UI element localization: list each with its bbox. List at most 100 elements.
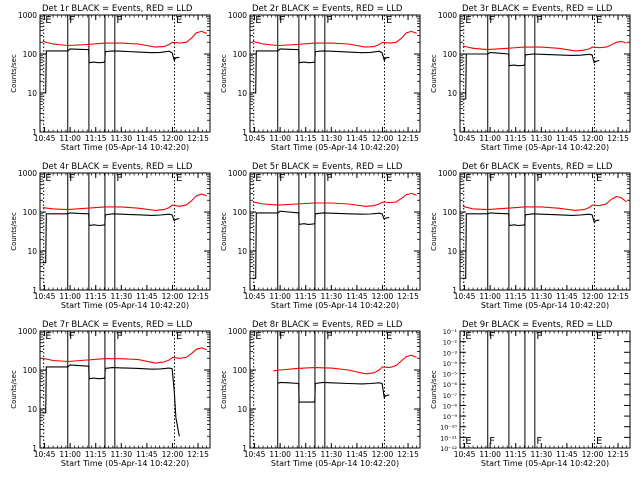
lld-rate-line <box>42 347 207 364</box>
y-tick-label: 10⁻³ <box>443 349 458 357</box>
panel-det-2r: Det 2r BLACK = Events, RED = LLD 1 10 100 10… <box>220 4 421 152</box>
event-rate-line <box>42 48 180 94</box>
y-axis-label: Counts/sec <box>220 370 228 409</box>
x-axis-label: Start Time (05-Apr-14 10:42:20) <box>271 143 399 152</box>
panel-title: Det 5r BLACK = Events, RED = LLD <box>252 162 403 172</box>
event-rate-line <box>42 212 180 264</box>
event-rate-line <box>252 48 390 94</box>
y-tick-label: 10 <box>447 247 457 256</box>
plot-frame <box>39 172 211 291</box>
x-tick-label: 11:30 <box>320 292 342 301</box>
x-tick-label: 11:30 <box>530 450 552 459</box>
x-tick-label: 12:15 <box>607 134 629 143</box>
x-tick-label: 11:30 <box>110 134 132 143</box>
time-marker-label: E <box>255 15 261 26</box>
x-axis-label: Start Time (05-Apr-14 10:42:20) <box>481 301 609 310</box>
time-marker-label: F <box>69 15 75 26</box>
y-tick-label: 10 <box>447 89 457 98</box>
x-tick-label: 11:45 <box>346 292 368 301</box>
panel-title: Det 4r BLACK = Events, RED = LLD <box>42 162 193 172</box>
time-marker-label: F <box>326 331 332 342</box>
panel-det-6r: Det 6r BLACK = Events, RED = LLD 1 10 100 10… <box>430 162 631 310</box>
time-marker-label: E <box>176 15 182 26</box>
time-marker-label: E <box>45 173 51 184</box>
y-tick-label: 10 <box>237 405 247 414</box>
time-marker-label: F <box>116 331 122 342</box>
time-marker-label: F <box>536 173 542 184</box>
x-tick-label: 12:15 <box>397 450 419 459</box>
time-marker-label: E <box>386 331 392 342</box>
x-tick-label: 11:15 <box>85 292 107 301</box>
time-marker-label: F <box>69 173 75 184</box>
plot-frame <box>459 172 631 291</box>
y-axis-label: Counts/sec <box>10 370 18 409</box>
x-tick-label: 12:15 <box>187 134 209 143</box>
time-marker-label: F <box>326 173 332 184</box>
x-tick-label: 11:30 <box>530 292 552 301</box>
x-tick-label: 12:00 <box>582 450 604 459</box>
x-tick-label: 12:15 <box>607 450 629 459</box>
x-tick-label: 10:45 <box>454 292 476 301</box>
x-tick-label: 11:45 <box>136 292 158 301</box>
plot-frame <box>249 330 421 449</box>
x-tick-label: 11:45 <box>346 450 368 459</box>
event-rate-line <box>462 51 600 100</box>
panel-title: Det 3r BLACK = Events, RED = LLD <box>462 4 613 14</box>
event-rate-line <box>277 381 390 403</box>
y-tick-label: 1 <box>242 128 247 137</box>
lld-rate-line <box>462 195 627 211</box>
x-tick-label: 10:45 <box>244 134 266 143</box>
time-marker-label: F <box>326 15 332 26</box>
x-tick-label: 10:45 <box>454 450 476 459</box>
y-tick-label: 1000 <box>438 169 457 178</box>
x-tick-label: 10:45 <box>34 134 56 143</box>
x-tick-label: 11:15 <box>505 134 527 143</box>
x-axis-label: Start Time (05-Apr-14 10:42:20) <box>61 143 189 152</box>
x-axis-label: Start Time (05-Apr-14 10:42:20) <box>481 459 609 468</box>
y-tick-label: 1000 <box>18 327 37 336</box>
y-tick-label: 10⁻⁹ <box>443 413 458 421</box>
y-tick-label: 1 <box>32 286 37 295</box>
x-axis-label: Start Time (05-Apr-14 10:42:20) <box>271 459 399 468</box>
panel-title: Det 9r BLACK = Events, RED = LLD <box>462 320 613 330</box>
plot-frame <box>39 14 211 133</box>
y-tick-label: 10 <box>27 405 37 414</box>
y-tick-label: 100 <box>443 208 458 217</box>
y-tick-label: 10⁻⁷ <box>443 392 458 400</box>
x-tick-label: 11:45 <box>136 450 158 459</box>
y-tick-label: 1000 <box>228 169 247 178</box>
time-marker-label: E <box>45 15 51 26</box>
x-tick-label: 12:00 <box>372 292 394 301</box>
x-tick-label: 12:00 <box>162 450 184 459</box>
y-axis-label: Counts/sec <box>430 54 438 93</box>
y-tick-label: 1 <box>32 444 37 453</box>
x-tick-label: 10:45 <box>454 134 476 143</box>
panel-title: Det 7r BLACK = Events, RED = LLD <box>42 320 193 330</box>
event-rate-line <box>462 212 600 279</box>
y-tick-label: 1 <box>32 128 37 137</box>
time-marker-label: F <box>279 173 285 184</box>
y-tick-label: 1 <box>242 444 247 453</box>
time-marker-label: F <box>489 331 495 342</box>
y-axis-label: Counts/sec <box>430 370 438 409</box>
x-tick-label: 11:00 <box>59 134 81 143</box>
x-tick-label: 11:45 <box>556 292 578 301</box>
y-tick-label: 10⁻⁵ <box>443 371 458 379</box>
event-rate-line <box>252 210 390 279</box>
x-tick-label: 10:45 <box>244 450 266 459</box>
x-tick-label: 11:15 <box>85 450 107 459</box>
time-marker-label: E <box>176 173 182 184</box>
x-tick-label: 11:00 <box>269 134 291 143</box>
panel-det-7r: Det 7r BLACK = Events, RED = LLD 1 10 100 10… <box>10 320 211 468</box>
y-tick-label: 10 <box>237 247 247 256</box>
y-tick-label: 100 <box>233 50 248 59</box>
lld-rate-line <box>462 40 627 52</box>
x-tick-label: 11:30 <box>320 134 342 143</box>
y-tick-label: 10⁻² <box>443 339 458 347</box>
time-marker-label: E <box>596 15 602 26</box>
time-marker-label: E <box>465 173 471 184</box>
panel-title: Det 1r BLACK = Events, RED = LLD <box>42 4 193 14</box>
x-tick-label: 11:15 <box>505 292 527 301</box>
y-tick-label: 10⁻⁴ <box>443 360 458 368</box>
x-tick-label: 12:15 <box>187 450 209 459</box>
